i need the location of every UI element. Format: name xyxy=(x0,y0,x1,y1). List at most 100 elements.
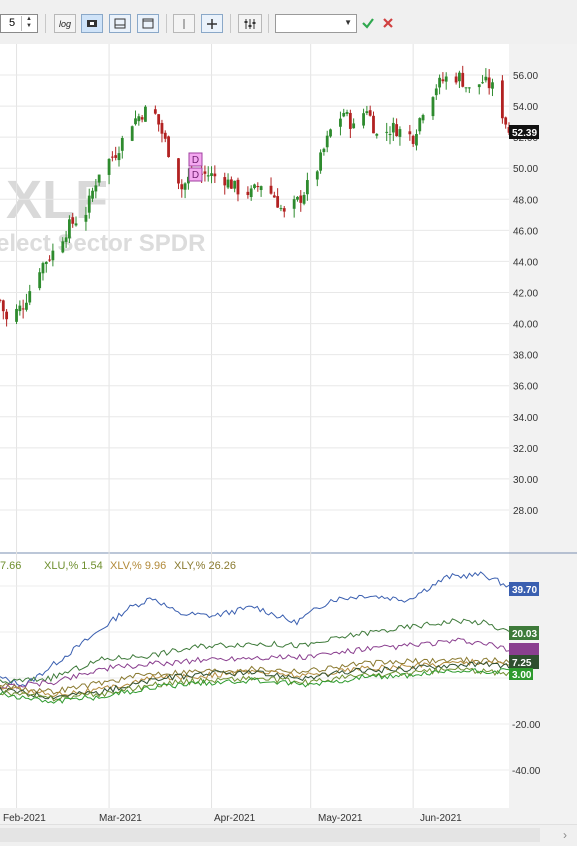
value-tag: 3.00 xyxy=(512,670,532,681)
candle-style-icon[interactable] xyxy=(81,14,103,33)
event-marker[interactable] xyxy=(188,167,203,182)
y-tick-label: 36.00 xyxy=(513,382,538,393)
toolbar-separator xyxy=(45,14,46,33)
candle-body xyxy=(372,115,375,134)
toolbar-separator xyxy=(268,14,269,33)
candle-body xyxy=(477,84,481,88)
indicator-icon[interactable] xyxy=(238,14,262,33)
candle-body xyxy=(319,152,323,171)
candle-body xyxy=(117,153,121,161)
dropdown-arrow-icon[interactable]: ▼ xyxy=(344,18,352,27)
value-tag: 7.25 xyxy=(512,658,532,669)
candle-body xyxy=(144,106,147,122)
candle-body xyxy=(226,179,230,188)
candle-body xyxy=(342,112,346,117)
candle-body xyxy=(408,131,412,135)
candle-body xyxy=(458,72,461,82)
scrollbar-thumb[interactable] xyxy=(0,828,540,842)
candle-body xyxy=(467,87,471,89)
candle-body xyxy=(256,186,260,188)
event-markers[interactable]: D D xyxy=(188,152,203,182)
candle-body xyxy=(421,115,425,121)
candle-body xyxy=(44,261,48,265)
y-axis-background xyxy=(509,44,577,824)
period-input[interactable]: 5 ▲ ▼ xyxy=(0,14,38,33)
candle-body xyxy=(5,311,9,320)
candle-body xyxy=(84,214,88,222)
candle-body xyxy=(345,112,349,114)
event-marker-label: D xyxy=(192,170,199,181)
log-button[interactable]: log xyxy=(54,14,76,33)
comparison-line xyxy=(0,571,510,687)
candle-body xyxy=(464,87,468,89)
window-icon[interactable] xyxy=(137,14,159,33)
comparison-y-axis: -20.00 -40.00 xyxy=(512,720,541,777)
crosshair-icon[interactable] xyxy=(201,14,223,33)
candle-body xyxy=(352,123,356,129)
x-axis-background xyxy=(0,808,509,824)
candle-body xyxy=(157,114,161,125)
candle-body xyxy=(385,131,389,133)
event-marker[interactable] xyxy=(188,152,203,167)
candle-body xyxy=(64,237,68,242)
panel-icon[interactable] xyxy=(109,14,131,33)
last-price-tag: 52.39 xyxy=(509,125,539,139)
candle-body xyxy=(325,135,329,148)
candle-body xyxy=(140,117,144,120)
comparison-line xyxy=(0,661,510,700)
candle-body xyxy=(279,208,283,210)
candle-body xyxy=(87,195,91,213)
y-tick-label: 32.00 xyxy=(513,444,538,455)
candle-body xyxy=(163,132,167,139)
y-tick-label: 40.00 xyxy=(513,320,538,331)
horizontal-scrollbar[interactable]: › xyxy=(0,824,577,846)
candle-body xyxy=(253,184,256,189)
candle-body xyxy=(177,158,180,184)
y-tick-label: -20.00 xyxy=(512,720,541,731)
chart-area[interactable]: XLF elect Sector SPDR 56.0054.0052.0050.… xyxy=(0,0,577,824)
candle-body xyxy=(454,76,458,83)
candle-body xyxy=(210,173,213,176)
check-icon[interactable] xyxy=(360,15,376,31)
candle-body xyxy=(186,176,190,184)
scroll-right-icon[interactable]: › xyxy=(563,828,567,842)
line-tool-icon[interactable] xyxy=(173,14,195,33)
candle-body xyxy=(487,77,491,89)
candle-body xyxy=(322,148,326,153)
candle-body xyxy=(180,184,184,190)
value-tag-bg xyxy=(509,655,539,669)
y-tick-label: 50.00 xyxy=(513,164,538,175)
symbol-combo[interactable]: ▼ xyxy=(275,14,357,33)
candle-body xyxy=(130,126,134,141)
candlestick-series xyxy=(0,65,511,327)
candle-body xyxy=(74,223,78,226)
candle-body xyxy=(236,179,240,195)
candle-body xyxy=(438,77,441,88)
comparison-value-tags: 39.70 20.03 7.25 3.00 xyxy=(509,582,539,681)
value-tag-bg xyxy=(509,643,539,655)
candle-body xyxy=(48,259,51,261)
toolbar-separator xyxy=(230,14,231,33)
candle-body xyxy=(411,135,415,144)
candle-body xyxy=(276,196,280,208)
close-icon[interactable] xyxy=(380,15,396,31)
candle-body xyxy=(68,219,71,239)
candle-body xyxy=(213,173,217,177)
watermark-symbol: XLF xyxy=(6,170,108,230)
candle-body xyxy=(134,118,137,125)
legend-item: 7.66 xyxy=(0,560,21,572)
candle-body xyxy=(61,241,65,253)
value-tag: 39.70 xyxy=(512,585,537,596)
y-tick-label: 28.00 xyxy=(513,506,538,517)
comparison-legend: 7.66 XLU,% 1.54 XLV,% 9.96 XLY,% 26.26 xyxy=(0,560,236,572)
spin-icon[interactable]: ▲ ▼ xyxy=(21,16,36,31)
value-tag-bg xyxy=(509,626,539,640)
candle-body xyxy=(431,97,435,117)
x-tick-label: Jun-2021 xyxy=(420,813,462,824)
comparison-line xyxy=(0,637,510,690)
candle-body xyxy=(365,111,369,114)
candle-body xyxy=(1,300,5,312)
candle-body xyxy=(97,174,101,183)
candle-body xyxy=(183,183,187,190)
y-tick-label: 44.00 xyxy=(513,257,538,268)
